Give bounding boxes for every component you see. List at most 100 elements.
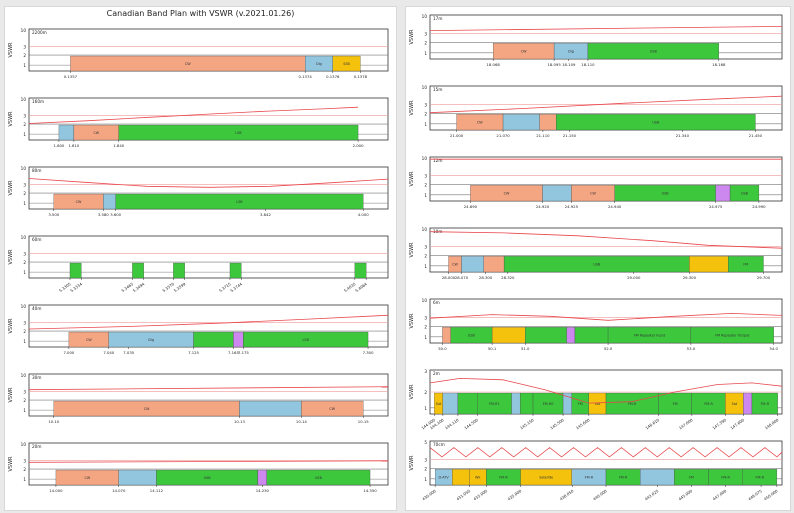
segment-label: LSB [303, 338, 310, 342]
band-segment-usb [519, 392, 534, 415]
segment-label: FM-R [619, 475, 628, 479]
segment-label: FM-R [756, 475, 765, 479]
band-panel-30m: 10 3 2 1 VSWR 30m CW CW 10.10 10.13 10.14 10.15 [5, 370, 396, 434]
plot-frame [28, 235, 389, 279]
segment-label: USB [204, 476, 212, 480]
band-chart-80m: 10 3 2 1 VSWR 80m CW LSB 3.500 3.580 3.600 3.842 4.0… [8, 166, 389, 217]
segment-label: Wk [475, 475, 480, 479]
band-segment-cw [301, 400, 364, 417]
segment-label: CW [477, 120, 483, 124]
x-tick-label: 430.000 [421, 488, 437, 501]
band-segment-usb [574, 327, 609, 344]
band-chart-40m: 10 3 2 1 VSWR 40m CW Dig LSB 7.000 7.040 7.035 7.125… [8, 304, 389, 355]
band-segment-usb [587, 43, 719, 60]
band-panel-60m: 10 3 2 1 VSWR 60m 5.3305 5.3334 5.3465 5.3494 5.35… [5, 232, 396, 296]
vswr-curve [429, 95, 783, 114]
x-tick-label: 450.000 [763, 488, 779, 501]
y-axis-label: VSWR [8, 318, 14, 334]
band-segment-usb [457, 392, 478, 415]
x-tick-label: 21.340 [676, 133, 690, 138]
y-tick-label: 3 [424, 315, 427, 320]
band-name-label: 12m [433, 158, 442, 163]
band-segment-dig [118, 469, 157, 486]
y-tick-label: 3 [23, 321, 26, 326]
band-segment-dig [58, 124, 75, 141]
x-tick-label: 145.500 [549, 417, 565, 430]
band-name-label: 17m [433, 16, 442, 21]
x-tick-label: 3.842 [260, 212, 271, 217]
y-tick-label: 1 [23, 477, 26, 482]
y-tick-label: 2 [424, 466, 427, 471]
page-title: Canadian Band Plan with VSWR (v.2021.01.… [106, 9, 295, 18]
x-tick-label: 147.600 [729, 417, 745, 430]
segment-label: USB [650, 49, 658, 53]
band-segment-usb [115, 193, 364, 210]
y-tick-label: 10 [422, 298, 428, 303]
y-tick-label: 2 [424, 324, 427, 329]
y-axis-label: VSWR [8, 42, 14, 58]
band-panel-2m: 3 2 1 VSWR 2m Sat FM-R1 FM-R0 FM Sat FM-R FM FM-R Sat… [406, 366, 790, 432]
x-tick-label: 443.025 [644, 488, 660, 501]
x-tick-label: 7.165 [228, 350, 239, 355]
x-tick-label: 21.110 [536, 133, 550, 138]
band-segment-dig [103, 193, 116, 210]
y-tick-label: 5 [424, 440, 427, 445]
band-name-label: 30m [32, 375, 41, 380]
y-tick-label: 1 [23, 408, 26, 413]
band-name-label: 60m [32, 237, 41, 242]
band-name-label: 70cm [433, 442, 445, 447]
x-tick-label: 435.000 [507, 488, 523, 501]
band-name-label: 80m [32, 168, 41, 173]
y-tick-label: 10 [21, 442, 27, 447]
x-tick-label: 21.070 [496, 133, 510, 138]
segment-label: USB [593, 262, 601, 266]
x-tick-label: 438.050 [559, 488, 575, 501]
segment-label: Sat [436, 402, 442, 406]
band-segment-cw [539, 114, 557, 131]
segment-label: Sat [595, 402, 601, 406]
x-tick-label: 449.075 [747, 488, 763, 501]
band-name-label: 160m [32, 99, 44, 104]
x-tick-label: 5.3744 [229, 281, 243, 293]
segment-label: Dig [148, 338, 154, 342]
y-tick-label: 10 [21, 235, 27, 240]
band-chart-15m: 10 3 2 1 VSWR 15m CW USB 21.000 21.070 21.110 21.15… [409, 85, 783, 138]
segment-label: FM-R [628, 402, 637, 406]
x-tick-label: 3.500 [48, 212, 59, 217]
left-column-panel: Canadian Band Plan with VSWR (v.2021.01.… [4, 6, 397, 511]
plot-frame [429, 14, 783, 60]
x-tick-label: 147.000 [678, 417, 694, 430]
x-tick-label: 18.109 [562, 62, 576, 67]
band-panel-15m: 10 3 2 1 VSWR 15m CW USB 21.000 21.070 21.110 21.15… [406, 82, 790, 148]
y-tick-label: 1 [424, 122, 427, 127]
x-tick-label: 5.4064 [354, 281, 368, 293]
segment-label: LSB [236, 200, 243, 204]
band-segment-dig [640, 469, 675, 486]
y-tick-label: 3 [23, 252, 26, 257]
segment-label: FM-R [761, 402, 770, 406]
y-axis-label: VSWR [8, 456, 14, 472]
x-tick-label: 50.1 [488, 346, 497, 351]
x-tick-label: 18.095 [547, 62, 561, 67]
vswr-curve [28, 386, 389, 391]
x-tick-label: 18.110 [581, 62, 595, 67]
x-tick-label: 144.500 [463, 417, 479, 430]
y-tick-label: 2 [424, 182, 427, 187]
band-segment-dig [511, 392, 521, 415]
band-segment-usb [742, 469, 778, 486]
band-panel-70cm: 5 3 2 1 VSWR 70cm D-ATV Wk FM-R Satellite FM-R FM-R… [406, 437, 790, 503]
x-tick-label: 1.800 [53, 143, 64, 148]
band-chart-160m: 10 3 2 1 VSWR 160m CW LSB 1.800 1.810 1.840 2.000 [8, 97, 389, 148]
x-tick-label: 24.975 [709, 204, 723, 209]
x-tick-label: 28.300 [479, 275, 493, 280]
segment-label: FM Repeater Input [634, 333, 666, 337]
y-tick-label: 2 [23, 467, 26, 472]
band-segment-usb [132, 262, 144, 279]
x-tick-label: 145.600 [575, 417, 591, 430]
y-tick-label: 1 [424, 264, 427, 269]
x-tick-label: 24.920 [536, 204, 550, 209]
y-tick-label: 2 [23, 53, 26, 58]
x-tick-label: 50.0 [438, 346, 447, 351]
y-tick-label: 2 [424, 390, 427, 395]
x-tick-label: 144.110 [444, 417, 460, 430]
